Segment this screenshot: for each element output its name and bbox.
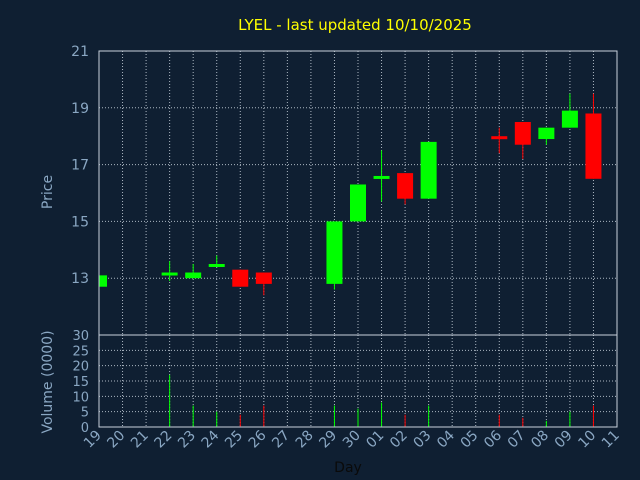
x-tick-label: 25 [222, 428, 246, 452]
candle-body [373, 175, 390, 179]
candle-body [232, 269, 249, 287]
price-tick-label: 21 [71, 44, 89, 60]
x-tick-label: 08 [528, 428, 552, 452]
x-tick-label: 04 [434, 427, 458, 451]
x-tick-label: 27 [269, 428, 293, 452]
x-tick-label: 29 [316, 428, 340, 452]
x-tick-label: 01 [363, 428, 387, 452]
price-axis-label: Price [40, 175, 56, 209]
volume-panel-frame [98, 334, 618, 428]
candle-body [161, 272, 178, 276]
volume-tick-label: 0 [81, 421, 89, 436]
x-tick-label: 20 [104, 428, 128, 452]
candle-body [491, 136, 508, 140]
x-tick-label: 28 [293, 428, 317, 452]
candle-body [420, 141, 437, 199]
x-tick-label: 23 [175, 428, 199, 452]
x-tick-label: 06 [481, 427, 505, 451]
x-tick-label: 10 [575, 428, 599, 452]
candle-body [514, 122, 531, 145]
candle-body [185, 272, 202, 279]
volume-bars [169, 374, 594, 427]
price-y-ticks: 13 15 17 19 21 [71, 44, 89, 287]
volume-axis-label: Volume (0000) [40, 330, 56, 433]
x-tick-label: 22 [152, 428, 176, 452]
volume-tick-label: 25 [72, 344, 89, 359]
candle-body [350, 184, 366, 222]
volume-tick-label: 20 [72, 360, 89, 375]
chart-title: LYEL - last updated 10/10/2025 [238, 16, 472, 34]
volume-tick-label: 5 [81, 406, 89, 421]
price-tick-label: 15 [71, 214, 89, 230]
candle-body [208, 264, 225, 267]
x-tick-label: 21 [128, 428, 152, 452]
x-tick-label: 07 [505, 428, 529, 452]
candles [98, 93, 602, 296]
x-tick-label: 26 [246, 427, 270, 451]
x-tick-label: 05 [458, 428, 482, 452]
candle-body [397, 173, 414, 199]
price-tick-label: 13 [71, 271, 89, 287]
x-tick-label: 03 [411, 428, 435, 452]
volume-tick-label: 10 [72, 390, 89, 405]
candle-body [326, 221, 343, 284]
price-tick-label: 17 [71, 158, 89, 174]
x-tick-label: 30 [340, 428, 364, 452]
candle-body [255, 272, 272, 284]
candle-body [538, 127, 555, 140]
x-tick-label: 09 [552, 428, 576, 452]
x-axis-label: Day [334, 460, 362, 476]
candle-body [585, 113, 602, 179]
price-tick-label: 19 [71, 101, 89, 117]
candle-body [561, 110, 578, 128]
x-tick-label: 24 [199, 427, 223, 451]
volume-tick-label: 30 [72, 329, 89, 344]
volume-tick-label: 15 [72, 375, 89, 390]
x-ticks: 19 20 21 22 23 24 25 26 27 28 29 30 01 02 03 04 05 06 07 08… [81, 427, 623, 451]
x-tick-label: 11 [599, 428, 623, 452]
candle-body [99, 275, 107, 287]
x-tick-label: 02 [387, 428, 411, 452]
